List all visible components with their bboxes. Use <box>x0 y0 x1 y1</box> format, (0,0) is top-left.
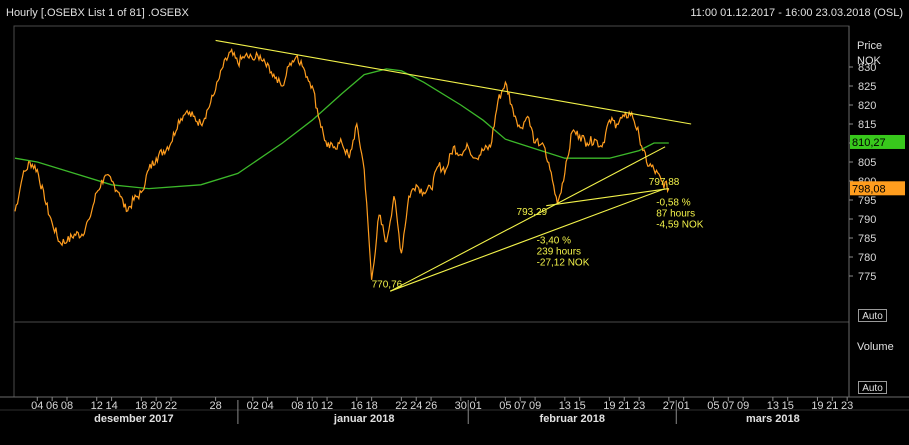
x-tick-label: 21 <box>826 400 838 412</box>
x-tick-label: 09 <box>737 400 749 412</box>
annotation-label: 797,88 <box>649 177 680 188</box>
x-tick-label: 20 <box>150 400 162 412</box>
x-tick-label: 07 <box>722 400 734 412</box>
last-value-badge-label: 798,08 <box>852 183 886 195</box>
x-tick-label: 16 <box>351 400 363 412</box>
x-tick-label: 19 <box>811 400 823 412</box>
trendline <box>390 188 666 292</box>
x-tick-label: 10 <box>306 400 318 412</box>
y-tick-label: 820 <box>858 100 876 112</box>
x-tick-label: 26 <box>425 400 437 412</box>
price-axis-label: Price <box>857 40 882 52</box>
last-value-badge-label: 810,27 <box>852 137 886 149</box>
chart-series <box>14 47 670 280</box>
x-tick-label: 01 <box>470 400 482 412</box>
x-tick-label: 06 <box>46 400 58 412</box>
x-tick-label: 18 <box>366 400 378 412</box>
trendline <box>546 188 669 207</box>
annotation-label: 87 hours <box>656 209 695 220</box>
x-tick-label: 15 <box>574 400 586 412</box>
y-tick-label: 780 <box>858 252 876 264</box>
annotation-label: 793,29 <box>517 207 548 218</box>
x-tick-label: 05 <box>499 400 511 412</box>
y-tick-label: 815 <box>858 119 876 131</box>
volume-panel-border <box>13 321 850 398</box>
volume-auto-scale-button[interactable]: Auto <box>858 381 887 394</box>
x-tick-label: 22 <box>165 400 177 412</box>
x-tick-label: 09 <box>529 400 541 412</box>
price-unit-label: NOK <box>857 55 882 67</box>
chart-title: Hourly [.OSEBX List 1 of 81] .OSEBX <box>6 7 189 19</box>
x-tick-label: 07 <box>514 400 526 412</box>
chart-header: Hourly [.OSEBX List 1 of 81] .OSEBX 11:0… <box>0 0 909 26</box>
volume-label: Volume <box>857 341 894 353</box>
annotation-label: -3,40 % <box>537 236 572 247</box>
x-tick-label: 14 <box>105 400 117 412</box>
annotation-label: 770,76 <box>372 279 403 290</box>
x-tick-label: 22 <box>395 400 407 412</box>
price-panel-border <box>13 25 850 323</box>
x-tick-label: 12 <box>321 400 333 412</box>
x-tick-label: 13 <box>767 400 779 412</box>
x-tick-label: 23 <box>841 400 853 412</box>
x-tick-label: 23 <box>633 400 645 412</box>
y-tick-label: 790 <box>858 214 876 226</box>
y-tick-label: 830 <box>858 62 876 74</box>
x-tick-label: 04 <box>31 400 43 412</box>
y-tick-label: 775 <box>858 271 876 283</box>
trendlines <box>215 39 692 292</box>
y-tick-label: 785 <box>858 233 876 245</box>
moving-average-line <box>14 68 669 190</box>
x-tick-label: 01 <box>678 400 690 412</box>
price-line <box>14 47 670 280</box>
x-tick-label: 02 <box>247 400 259 412</box>
x-tick-label: 18 <box>135 400 147 412</box>
month-label: desember 2017 <box>94 413 174 425</box>
x-tick-label: 21 <box>618 400 630 412</box>
x-tick-label: 24 <box>410 400 422 412</box>
annotation-label: 239 hours <box>537 247 581 258</box>
last-value-badge <box>850 181 905 196</box>
x-tick-label: 12 <box>91 400 103 412</box>
x-tick-label: 30 <box>455 400 467 412</box>
x-tick-label: 08 <box>291 400 303 412</box>
trendline <box>389 146 666 292</box>
x-tick-label: 13 <box>559 400 571 412</box>
annotation-label: -0,58 % <box>656 198 691 209</box>
x-tick-label: 05 <box>707 400 719 412</box>
x-axis: 04 06 08 12 14 18 20 22 28 02 04 08 10 12 16 18 22 24 26 30… <box>31 397 853 425</box>
x-tick-label: 15 <box>782 400 794 412</box>
chart-frame <box>0 25 909 411</box>
x-tick-label: 19 <box>603 400 615 412</box>
y-axis: 775780785790795800805810815820825830810,… <box>849 62 905 283</box>
y-tick-label: 825 <box>858 81 876 93</box>
price-auto-scale-button[interactable]: Auto <box>858 309 887 322</box>
annotations: 770,76 793,29 797,88 -3,40 %239 hours-27,12… <box>372 177 704 291</box>
last-value-badge <box>850 134 905 149</box>
month-label: januar 2018 <box>333 413 395 425</box>
x-tick-label: 08 <box>61 400 73 412</box>
month-label: mars 2018 <box>746 413 800 425</box>
x-tick-label: 27 <box>663 400 675 412</box>
trendline <box>215 39 692 125</box>
x-tick-label: 04 <box>261 400 273 412</box>
y-tick-label: 795 <box>858 195 876 207</box>
x-tick-label: 28 <box>209 400 221 412</box>
month-label: februar 2018 <box>540 413 605 425</box>
date-range: 11:00 01.12.2017 - 16:00 23.03.2018 (OSL… <box>690 7 903 19</box>
annotation-label: -4,59 NOK <box>656 220 704 231</box>
annotation-label: -27,12 NOK <box>537 258 590 269</box>
y-tick-label: 805 <box>858 157 876 169</box>
